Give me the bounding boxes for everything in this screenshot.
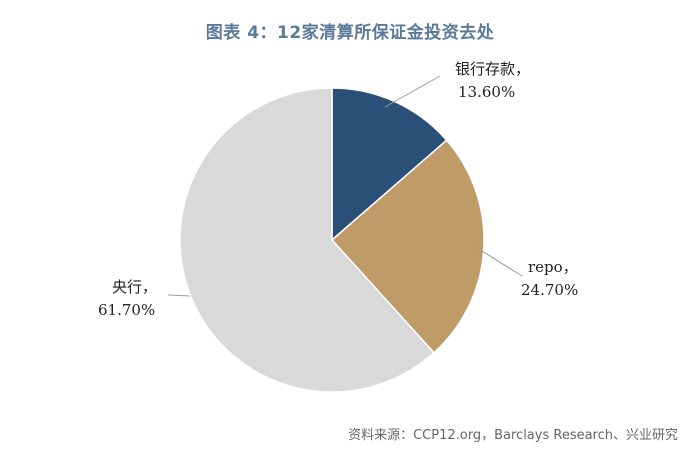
pie-slices — [179, 87, 485, 393]
leader-line-0 — [384, 75, 441, 108]
pie-labels: 银行存款， 13.60% repo， 24.70% 央行， 61.70% — [98, 60, 578, 319]
slice-value-2: 61.70% — [98, 301, 155, 319]
leader-line-2 — [167, 294, 191, 297]
source-note: 资料来源：CCP12.org，Barclays Research、兴业研究 — [348, 428, 678, 443]
slice-value-0: 13.60% — [458, 83, 515, 101]
chart-title: 图表 4：12家清算所保证金投资去处 — [205, 23, 495, 43]
slice-label-0: 银行存款， — [455, 60, 530, 78]
pie-slice-2 — [179, 87, 436, 393]
leader-line-1 — [473, 245, 523, 277]
pie-slice-1 — [330, 139, 485, 354]
slice-label-2: 央行， — [112, 278, 157, 296]
slice-value-1: 24.70% — [521, 281, 578, 299]
slice-label-1: repo， — [528, 258, 578, 276]
